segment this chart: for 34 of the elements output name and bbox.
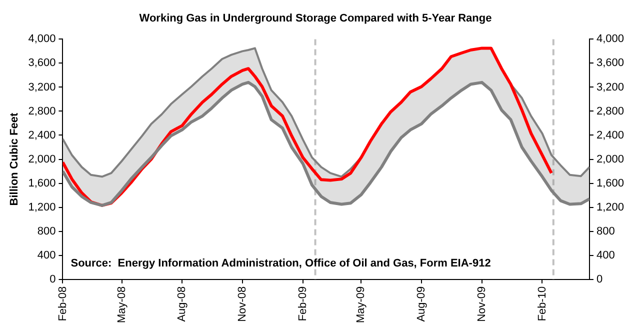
x-tick-label: Feb-09 bbox=[296, 286, 309, 322]
y-tick-label: 800 bbox=[37, 225, 56, 238]
y2-tick-label: 2,800 bbox=[596, 105, 624, 118]
y2-tick-label: 800 bbox=[596, 225, 615, 238]
x-tick-label: Aug-08 bbox=[176, 286, 188, 322]
y2-tick-label: 2,000 bbox=[596, 153, 624, 166]
y2-tick-label: 4,000 bbox=[596, 33, 624, 46]
x-tick-label: Feb-10 bbox=[536, 286, 548, 322]
y2-tick-label: 2,400 bbox=[596, 129, 624, 142]
x-tick-label: May-08 bbox=[116, 286, 128, 324]
y-tick-label: 2,800 bbox=[28, 105, 56, 118]
y2-tick-label: 1,200 bbox=[596, 201, 624, 214]
y-tick-label: 3,600 bbox=[28, 57, 56, 70]
y-axis-title: Billion Cubic Feet bbox=[8, 112, 21, 206]
y2-tick-label: 1,600 bbox=[596, 177, 624, 190]
x-tick-label: Nov-09 bbox=[476, 286, 488, 322]
annotation: Source: Energy Information Administration, Office of Oil and Gas, Form EIA-912 bbox=[70, 257, 491, 270]
y-tick-label: 0 bbox=[50, 273, 56, 286]
y2-tick-label: 0 bbox=[596, 273, 603, 286]
x-tick-label: Nov-08 bbox=[236, 286, 248, 322]
y-tick-label: 400 bbox=[37, 249, 56, 262]
y2-tick-label: 400 bbox=[596, 249, 615, 262]
y-tick-label: 3,200 bbox=[28, 81, 56, 94]
y-tick-label: 2,000 bbox=[28, 153, 56, 166]
x-tick-label: May-09 bbox=[355, 286, 368, 324]
y2-tick-label: 3,200 bbox=[596, 81, 624, 94]
x-tick-label: Aug-09 bbox=[416, 286, 428, 322]
x-tick-label: Feb-08 bbox=[56, 286, 69, 322]
chart-title: Working Gas in Underground Storage Compared with 5-Year Range bbox=[139, 12, 492, 25]
y-tick-label: 2,400 bbox=[28, 129, 56, 142]
y2-tick-label: 3,600 bbox=[596, 57, 624, 70]
y-tick-label: 4,000 bbox=[28, 33, 56, 46]
y-tick-label: 1,600 bbox=[28, 177, 56, 190]
y-tick-label: 1,200 bbox=[28, 201, 56, 214]
